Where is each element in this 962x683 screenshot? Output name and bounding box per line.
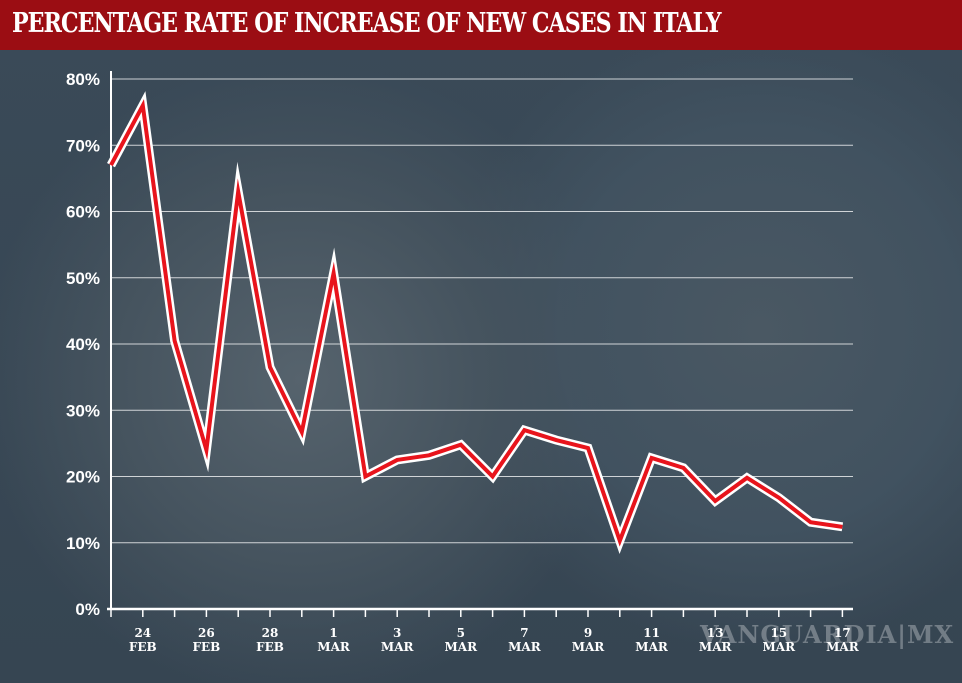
watermark: VANGUARDIA|MX (700, 620, 955, 649)
x-tick-month: FEB (129, 640, 157, 654)
x-tick-month: MAR (572, 640, 606, 654)
y-tick-label: 80% (66, 70, 100, 89)
x-tick-month: MAR (381, 640, 415, 654)
x-tick-day: 9 (584, 626, 592, 640)
x-tick-month: MAR (826, 640, 860, 654)
title-bar: PERCENTAGE RATE OF INCREASE OF NEW CASES… (0, 0, 962, 50)
x-tick-day: 24 (134, 626, 151, 640)
y-tick-label: 40% (66, 335, 100, 354)
x-tick-day: 13 (707, 626, 724, 640)
y-tick-label: 30% (66, 401, 100, 420)
y-tick-label: 0% (75, 600, 100, 619)
y-tick-label: 70% (66, 136, 100, 155)
x-tick-day: 11 (643, 626, 660, 640)
x-tick-month: MAR (635, 640, 669, 654)
x-tick-day: 1 (329, 626, 337, 640)
x-tick-month: MAR (508, 640, 542, 654)
chart-title: PERCENTAGE RATE OF INCREASE OF NEW CASES… (12, 8, 722, 39)
x-tick-month: MAR (699, 640, 733, 654)
x-tick-month: MAR (445, 640, 479, 654)
x-tick-day: 15 (770, 626, 787, 640)
x-tick-day: 28 (262, 626, 279, 640)
x-tick-month: FEB (192, 640, 220, 654)
x-tick-month: MAR (317, 640, 351, 654)
y-tick-label: 50% (66, 269, 100, 288)
y-tick-label: 60% (66, 203, 100, 222)
x-tick-day: 7 (520, 626, 528, 640)
x-tick-day: 26 (198, 626, 215, 640)
x-tick-month: MAR (763, 640, 797, 654)
y-tick-label: 10% (66, 534, 100, 553)
x-tick-month: FEB (256, 640, 284, 654)
series-line (109, 99, 843, 547)
x-tick-day: 5 (457, 626, 465, 640)
y-tick-label: 20% (66, 468, 100, 487)
x-tick-day: 3 (393, 626, 401, 640)
x-tick-day: 17 (834, 626, 851, 640)
